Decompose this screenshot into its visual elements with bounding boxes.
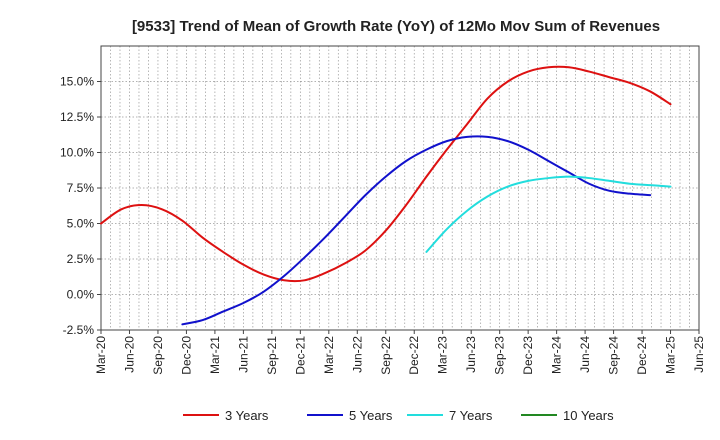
series-line-7-years bbox=[425, 175, 672, 253]
y-axis: -2.5% 0.0% 2.5% 5.0% 7.5% 10.0% 12.5% 15.0% bbox=[60, 75, 101, 337]
x-tick-label: Jun-24 bbox=[578, 336, 592, 373]
x-tick-label: Sep-20 bbox=[151, 336, 165, 375]
x-tick-label: Mar-25 bbox=[664, 336, 678, 374]
x-tick-label: Jun-22 bbox=[350, 336, 364, 373]
y-tick-label: 12.5% bbox=[60, 110, 94, 124]
x-tick-label: Mar-20 bbox=[94, 336, 108, 374]
y-tick-label: 0.0% bbox=[67, 288, 95, 302]
x-tick-label: Mar-24 bbox=[550, 336, 564, 374]
legend-label-10-years: 10 Years bbox=[563, 408, 614, 423]
legend-label-3-years: 3 Years bbox=[225, 408, 269, 423]
x-tick-label: Jun-20 bbox=[122, 336, 136, 373]
x-tick-label: Jun-23 bbox=[464, 336, 478, 373]
legend-label-5-years: 5 Years bbox=[349, 408, 393, 423]
x-tick-label: Dec-22 bbox=[407, 336, 421, 375]
x-tick-label: Jun-25 bbox=[692, 336, 706, 373]
x-tick-label: Mar-23 bbox=[436, 336, 450, 374]
x-axis: Mar-20 Jun-20 Sep-20 Dec-20 Mar-21 Jun-21 Sep-… bbox=[94, 330, 706, 375]
series-line-3-years bbox=[100, 65, 672, 283]
x-tick-label: Dec-21 bbox=[293, 336, 307, 375]
series-lines bbox=[100, 65, 672, 326]
x-tick-label: Sep-21 bbox=[265, 336, 279, 375]
legend-label-7-years: 7 Years bbox=[449, 408, 493, 423]
x-tick-label: Sep-23 bbox=[493, 336, 507, 375]
y-tick-label: 2.5% bbox=[67, 252, 95, 266]
x-tick-label: Dec-24 bbox=[635, 336, 649, 375]
y-tick-label: 15.0% bbox=[60, 75, 94, 89]
x-tick-label: Mar-22 bbox=[322, 336, 336, 374]
grid bbox=[101, 46, 699, 330]
x-tick-label: Dec-23 bbox=[521, 336, 535, 375]
x-tick-label: Sep-22 bbox=[379, 336, 393, 375]
chart-title: [9533] Trend of Mean of Growth Rate (YoY… bbox=[132, 18, 660, 35]
x-tick-label: Jun-21 bbox=[236, 336, 250, 373]
x-tick-label: Mar-21 bbox=[208, 336, 222, 374]
y-tick-label: 10.0% bbox=[60, 146, 94, 160]
x-tick-label: Dec-20 bbox=[179, 336, 193, 375]
legend: 3 Years 5 Years 7 Years 10 Years bbox=[183, 408, 614, 423]
y-tick-label: 7.5% bbox=[67, 181, 95, 195]
x-tick-label: Sep-24 bbox=[607, 336, 621, 375]
series-line-5-years bbox=[181, 135, 652, 326]
y-tick-label: 5.0% bbox=[67, 217, 95, 231]
y-tick-label: -2.5% bbox=[63, 323, 95, 337]
